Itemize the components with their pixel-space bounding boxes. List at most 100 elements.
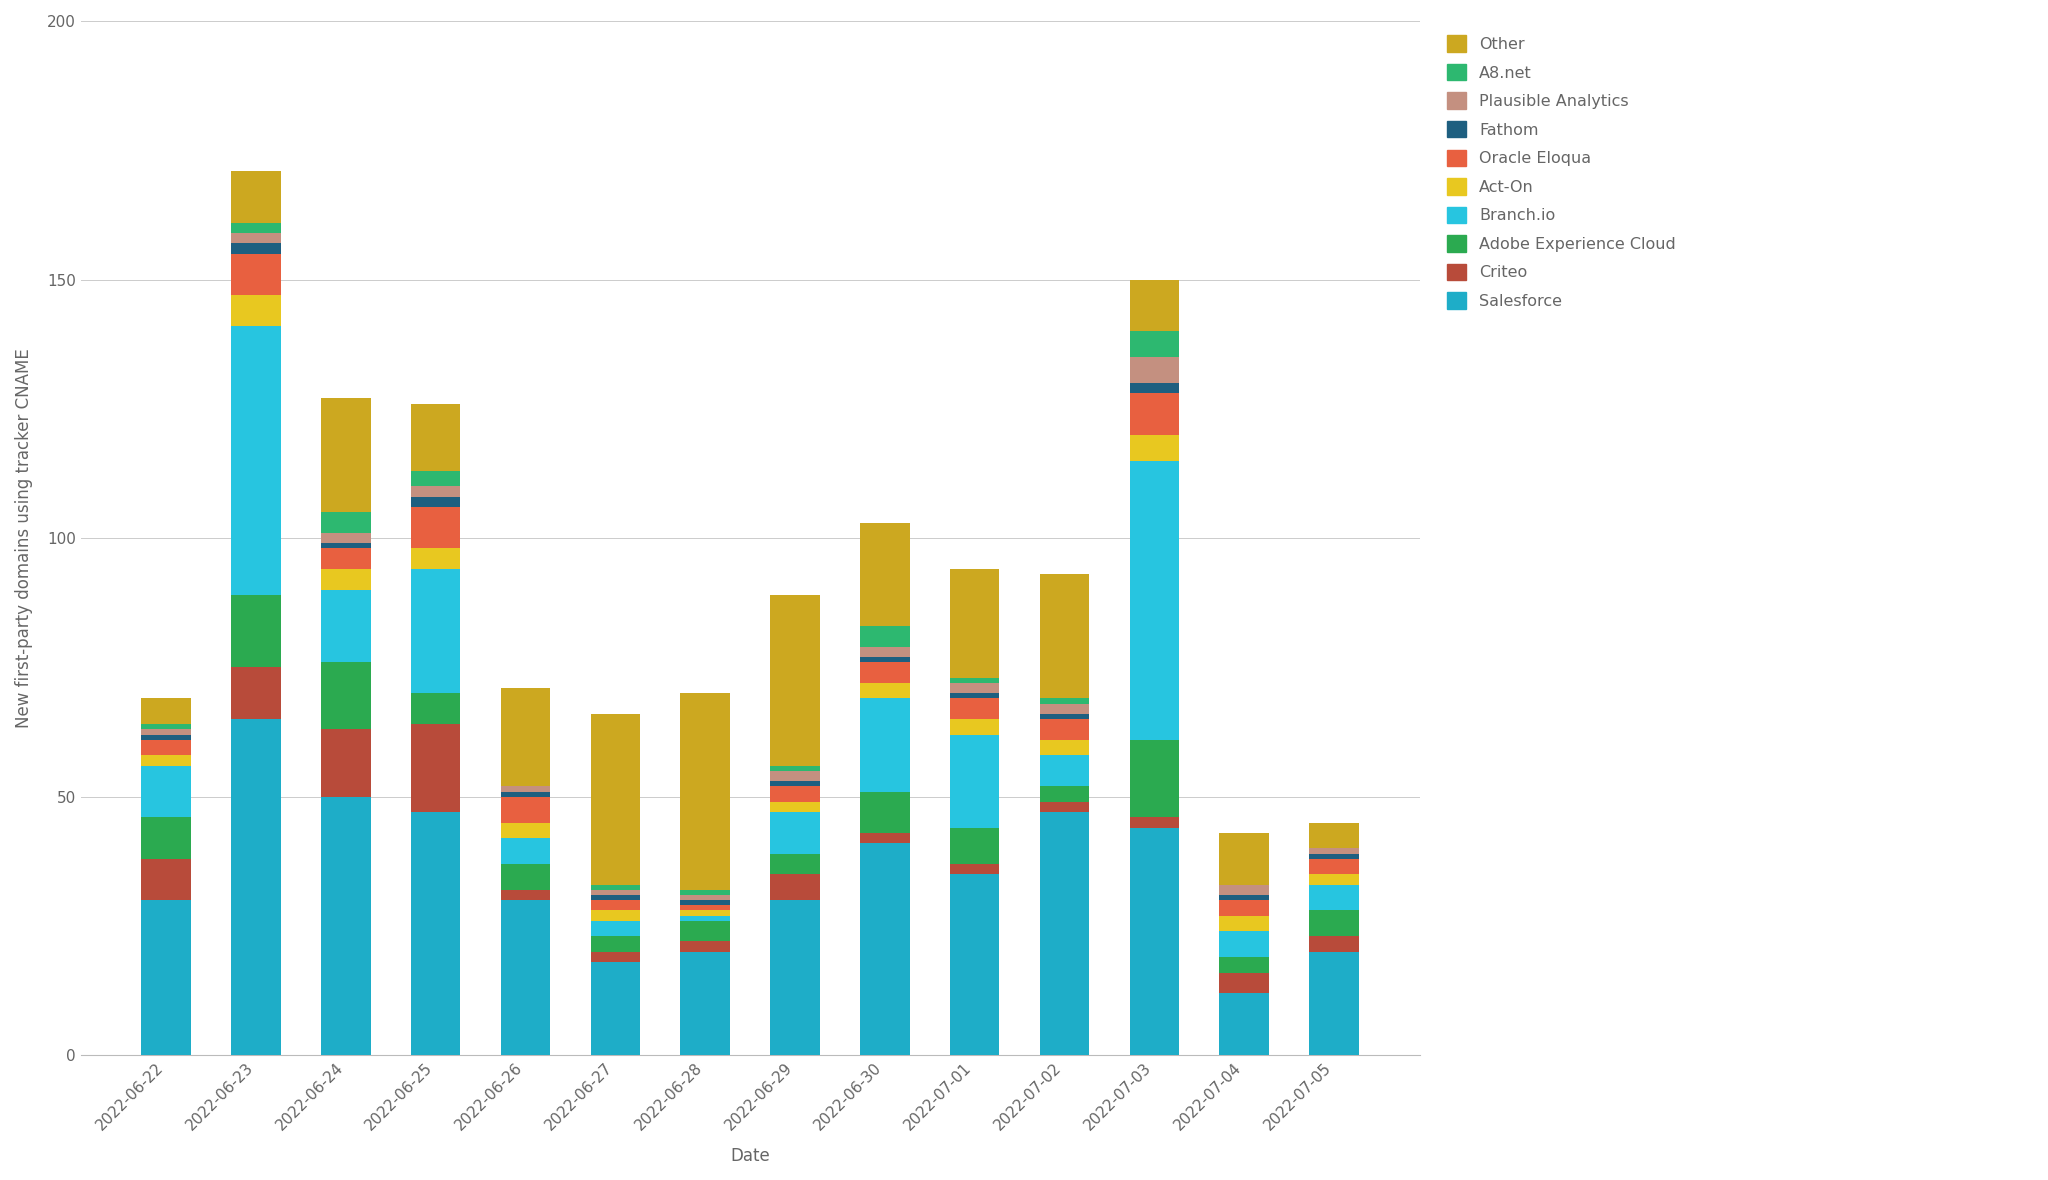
Bar [860, 683, 909, 699]
Bar [1130, 460, 1180, 740]
Bar [770, 766, 819, 771]
Bar [1040, 699, 1090, 703]
Bar [1219, 957, 1270, 972]
Bar [322, 796, 371, 1055]
Bar [1309, 859, 1358, 874]
Bar [950, 864, 999, 874]
Bar [502, 822, 551, 838]
Bar [231, 595, 281, 668]
Bar [141, 755, 190, 766]
Bar [590, 911, 641, 920]
Bar [1309, 952, 1358, 1055]
Bar [680, 911, 729, 916]
Bar [502, 796, 551, 822]
X-axis label: Date: Date [731, 1147, 770, 1165]
Bar [231, 719, 281, 1055]
Bar [1130, 434, 1180, 460]
Bar [680, 894, 729, 900]
Bar [1130, 384, 1180, 393]
Bar [502, 864, 551, 890]
Bar [680, 900, 729, 905]
Bar [770, 786, 819, 802]
Bar [1309, 874, 1358, 885]
Bar [141, 699, 190, 725]
Bar [1219, 900, 1270, 916]
Bar [770, 900, 819, 1055]
Bar [141, 729, 190, 735]
Bar [322, 590, 371, 662]
Bar [860, 833, 909, 844]
Bar [860, 657, 909, 662]
Bar [231, 243, 281, 254]
Bar [680, 890, 729, 894]
Bar [412, 497, 461, 507]
Bar [590, 894, 641, 900]
Bar [950, 569, 999, 677]
Bar [680, 952, 729, 1055]
Bar [502, 688, 551, 786]
Bar [950, 699, 999, 719]
Bar [590, 900, 641, 911]
Bar [322, 512, 371, 533]
Bar [680, 916, 729, 920]
Bar [322, 549, 371, 569]
Bar [1309, 911, 1358, 936]
Bar [770, 781, 819, 786]
Bar [231, 232, 281, 243]
Bar [1040, 740, 1090, 755]
Bar [1040, 786, 1090, 802]
Bar [770, 874, 819, 900]
Bar [1219, 833, 1270, 885]
Bar [141, 725, 190, 729]
Bar [322, 533, 371, 543]
Bar [141, 818, 190, 859]
Bar [231, 295, 281, 326]
Bar [860, 662, 909, 683]
Bar [502, 900, 551, 1055]
Bar [322, 399, 371, 512]
Bar [770, 802, 819, 812]
Bar [1040, 719, 1090, 740]
Bar [860, 844, 909, 1055]
Bar [322, 569, 371, 590]
Bar [1219, 916, 1270, 931]
Bar [412, 486, 461, 497]
Legend: Other, A8.net, Plausible Analytics, Fathom, Oracle Eloqua, Act-On, Branch.io, Ad: Other, A8.net, Plausible Analytics, Fath… [1442, 30, 1681, 315]
Bar [231, 254, 281, 295]
Bar [412, 569, 461, 694]
Bar [231, 668, 281, 719]
Bar [590, 952, 641, 962]
Bar [860, 699, 909, 792]
Bar [1130, 358, 1180, 384]
Bar [1309, 853, 1358, 859]
Bar [770, 853, 819, 874]
Bar [590, 885, 641, 890]
Bar [950, 719, 999, 735]
Bar [1130, 818, 1180, 827]
Bar [950, 694, 999, 699]
Bar [770, 595, 819, 766]
Bar [1040, 575, 1090, 699]
Bar [680, 942, 729, 952]
Bar [590, 920, 641, 936]
Bar [141, 740, 190, 755]
Bar [141, 900, 190, 1055]
Bar [1219, 894, 1270, 900]
Bar [950, 827, 999, 864]
Bar [1219, 994, 1270, 1055]
Bar [412, 471, 461, 486]
Bar [1309, 822, 1358, 848]
Bar [860, 792, 909, 833]
Bar [412, 694, 461, 725]
Bar [950, 874, 999, 1055]
Bar [1040, 703, 1090, 714]
Bar [1309, 848, 1358, 853]
Bar [860, 523, 909, 627]
Bar [590, 714, 641, 885]
Bar [950, 735, 999, 827]
Bar [680, 920, 729, 942]
Bar [680, 905, 729, 911]
Bar [502, 786, 551, 792]
Bar [860, 647, 909, 657]
Bar [412, 404, 461, 471]
